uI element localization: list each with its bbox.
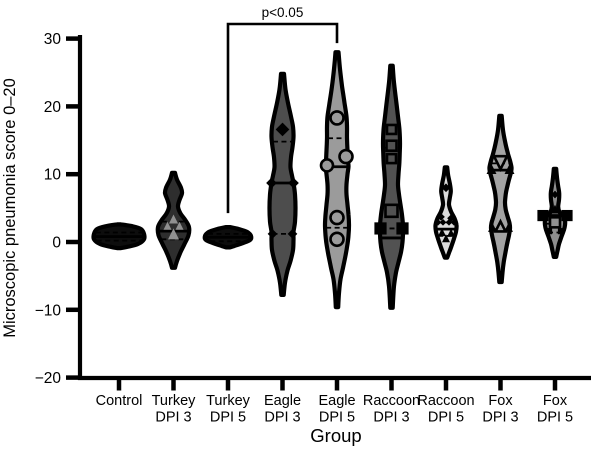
group-label-raccoon-dpi-5: Raccoon DPI 5 xyxy=(417,393,474,426)
circle-marker xyxy=(329,231,345,248)
significance-label: p<0.05 xyxy=(262,5,304,20)
group-label-turkey-dpi-5: Turkey DPI 5 xyxy=(206,393,251,426)
square-marker xyxy=(396,222,409,235)
square-marker xyxy=(545,228,553,235)
violin-raccoon-dpi-5 xyxy=(433,165,459,260)
square-marker xyxy=(385,152,398,165)
group-label-turkey-dpi-3: Turkey DPI 3 xyxy=(152,393,197,426)
diamond-marker xyxy=(441,183,451,193)
significance-bracket: p<0.05 xyxy=(226,5,339,214)
diamond-marker xyxy=(551,190,559,199)
violin-body xyxy=(377,63,406,310)
square-marker xyxy=(557,228,565,235)
diamond-marker xyxy=(266,177,277,189)
triangle-up-marker xyxy=(169,214,178,224)
triangle-up-marker xyxy=(488,222,497,232)
diamond-marker xyxy=(439,218,447,226)
axes: 30 20 10 0 −10 −20 Control Turkey DPI 3 Turkey DPI… xyxy=(1,31,591,446)
violin-raccoon-dpi-3 xyxy=(374,63,409,310)
diamond-marker xyxy=(288,177,299,189)
square-marker xyxy=(561,209,573,222)
triangle-up-marker xyxy=(163,221,172,230)
violin-body xyxy=(433,165,459,260)
y-tick-label: 20 xyxy=(44,99,62,116)
violin-fox-dpi-3 xyxy=(486,113,515,285)
diamond-marker xyxy=(437,213,445,221)
triangle-down-marker xyxy=(491,154,510,173)
y-tick-label: 10 xyxy=(44,167,62,184)
y-tick-label: −10 xyxy=(35,302,62,319)
group-label-raccoon-dpi-3: Raccoon DPI 3 xyxy=(363,393,420,426)
triangle-up-marker xyxy=(438,228,446,237)
y-tick-label: 0 xyxy=(52,235,61,252)
violin-fox-dpi-5 xyxy=(537,166,573,259)
circle-marker xyxy=(329,209,345,226)
group-label-eagle-dpi-5: Eagle DPI 5 xyxy=(318,393,355,426)
violin-eagle-dpi-5 xyxy=(319,50,354,310)
triangle-up-marker xyxy=(493,218,508,233)
group-label-fox-dpi-3: Fox DPI 3 xyxy=(482,393,518,426)
violin-body xyxy=(487,113,514,285)
triangle-up-marker xyxy=(504,164,515,175)
square-marker xyxy=(548,216,562,229)
square-marker xyxy=(384,203,399,219)
triangle-up-marker xyxy=(175,221,184,230)
diamond-marker xyxy=(267,229,278,239)
group-label-eagle-dpi-3: Eagle DPI 3 xyxy=(264,393,301,426)
square-marker xyxy=(374,222,387,235)
violin-turkey-dpi-5 xyxy=(202,225,254,250)
circle-marker xyxy=(338,148,354,165)
square-marker xyxy=(537,209,549,222)
bracket-line xyxy=(226,22,339,214)
y-tick-label: −20 xyxy=(35,370,62,387)
y-tick-label: 30 xyxy=(44,31,62,48)
violin-eagle-dpi-3 xyxy=(266,71,299,297)
square-marker xyxy=(385,123,398,136)
violin-body xyxy=(322,50,352,310)
x-axis-title: Group xyxy=(310,425,361,446)
y-axis-title: Microscopic pneumonia score 0–20 xyxy=(1,78,19,338)
triangle-up-marker xyxy=(442,234,450,243)
diamond-marker xyxy=(287,229,298,239)
circle-marker xyxy=(319,158,335,173)
circle-marker xyxy=(329,110,345,126)
group-label-fox-dpi-5: Fox DPI 5 xyxy=(537,393,573,426)
triangle-up-marker xyxy=(504,222,513,232)
diamond-marker xyxy=(450,218,458,226)
square-marker xyxy=(385,139,398,153)
diamond-marker xyxy=(445,218,453,226)
violin-control xyxy=(91,222,147,251)
triangle-up-marker xyxy=(550,204,560,214)
diamond-marker xyxy=(275,122,290,137)
diamond-marker xyxy=(434,218,442,226)
violin-turkey-dpi-3 xyxy=(155,170,192,270)
triangle-up-marker xyxy=(168,228,179,240)
group-label-control: Control xyxy=(96,393,143,409)
triangle-up-marker xyxy=(486,164,497,175)
triangle-up-marker xyxy=(447,228,455,237)
